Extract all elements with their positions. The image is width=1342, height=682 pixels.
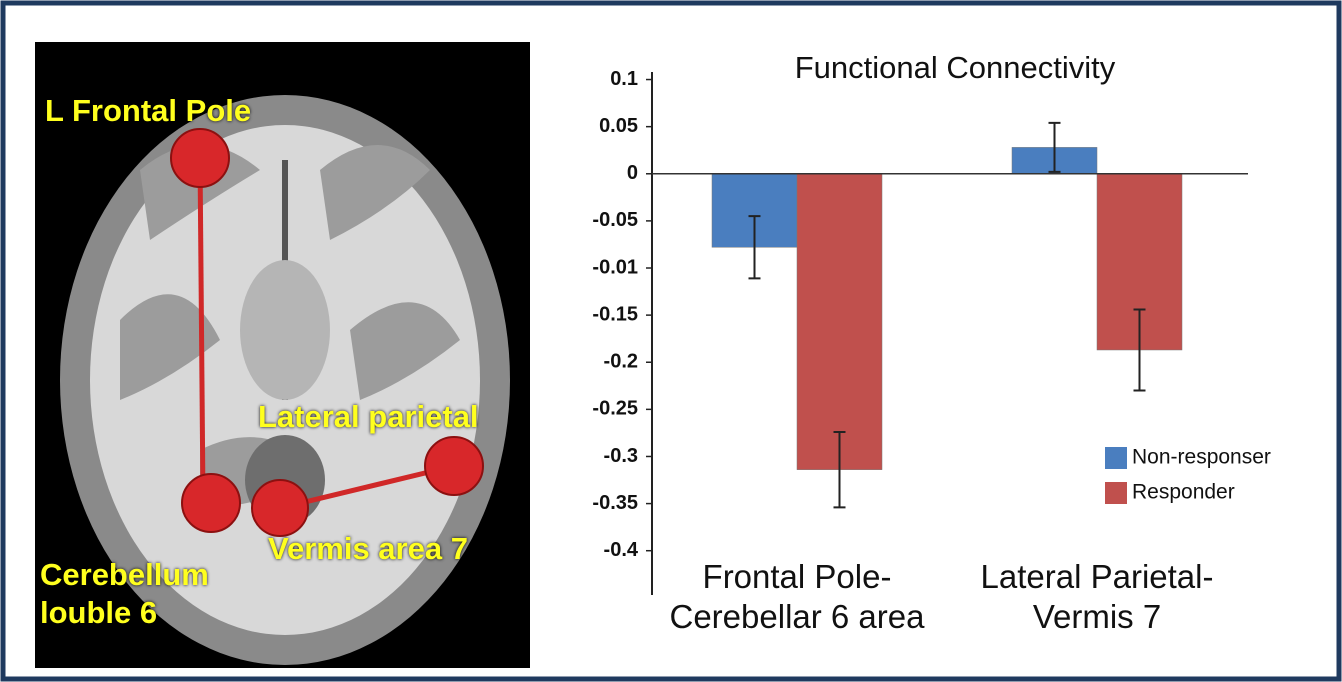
y-tick-label: -0.25 <box>592 398 638 420</box>
image-label: L Frontal Pole <box>45 92 251 130</box>
legend-swatch <box>1105 482 1127 504</box>
y-tick-label: -0.05 <box>592 209 638 231</box>
image-label: Vermis area 7 <box>268 530 468 568</box>
x-tick-label: Frontal Pole- Cerebellar 6 area <box>627 557 967 637</box>
legend-swatch <box>1105 447 1127 469</box>
y-tick-label: 0.05 <box>599 115 638 137</box>
image-label: Lateral parietal <box>258 398 479 436</box>
chart-title: Functional Connectivity <box>795 50 1116 85</box>
image-label: Cerebellum louble 6 <box>40 556 209 632</box>
y-tick-label: -0.2 <box>604 351 638 373</box>
y-tick-label: -0.3 <box>604 445 638 467</box>
y-tick-label: -0.35 <box>592 492 638 514</box>
figure: Functional Connectivity 0.1 0.05 0 -0.05 -0.… <box>0 0 1342 682</box>
y-tick-label: 0.1 <box>610 68 638 90</box>
legend-label: Responder <box>1132 481 1235 504</box>
bar <box>797 174 882 470</box>
y-tick-label: -0.01 <box>592 256 638 278</box>
legend-label: Non-responser <box>1132 446 1271 469</box>
y-tick-label: -0.15 <box>592 303 638 325</box>
x-tick-label: Lateral Parietal- Vermis 7 <box>927 557 1267 637</box>
y-tick-label: 0 <box>627 162 638 184</box>
